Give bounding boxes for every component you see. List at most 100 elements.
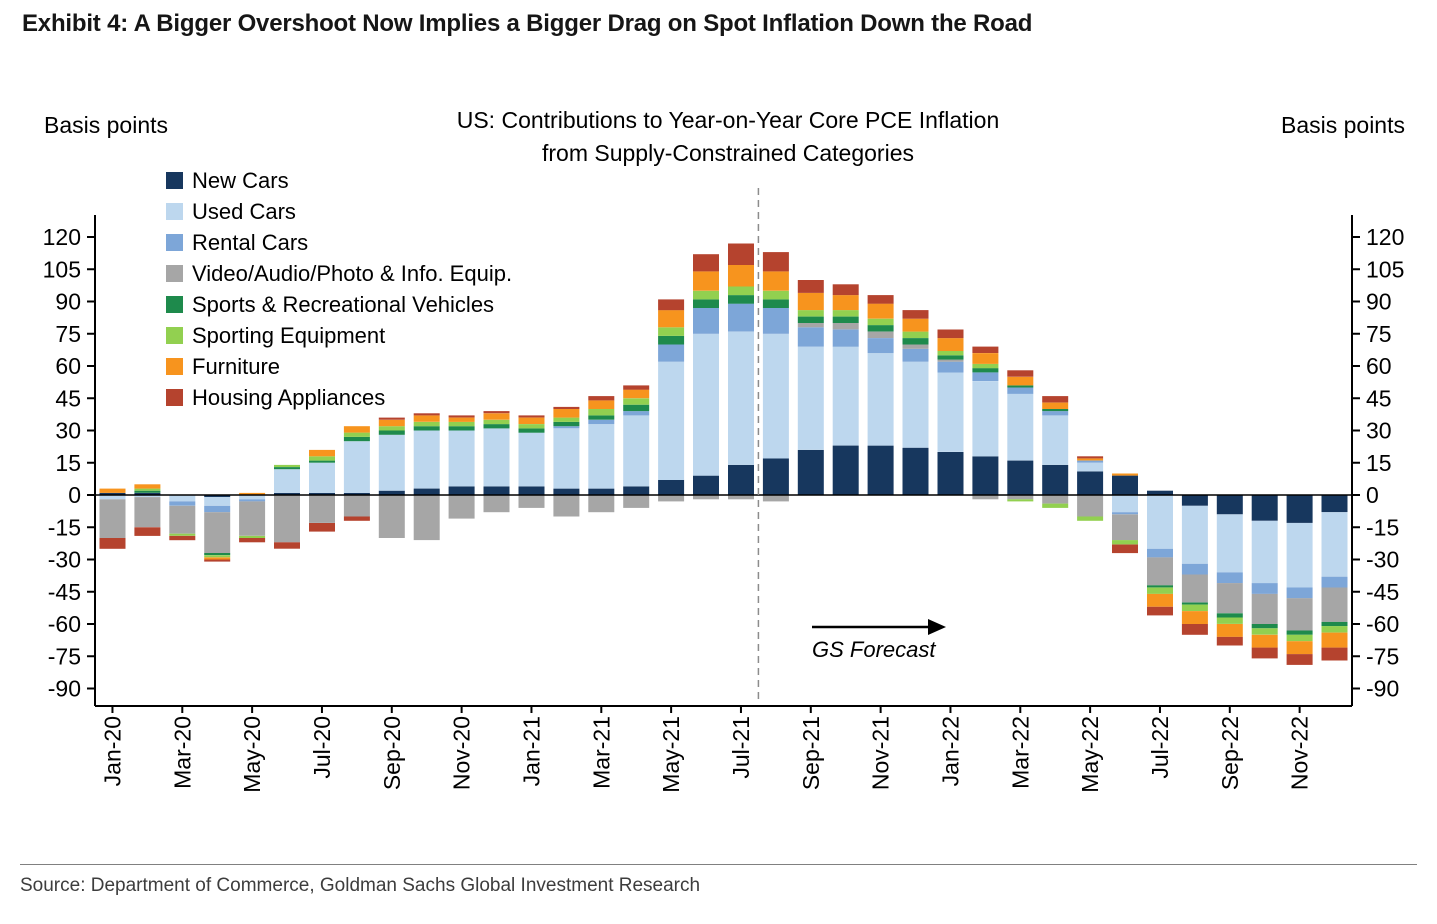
y-tick-label-right: -90: [1366, 676, 1399, 702]
bar-segment: [378, 426, 405, 431]
x-tick-label: Sep-21: [798, 716, 824, 790]
bar-segment: [134, 490, 161, 493]
bar-segment: [1147, 587, 1173, 594]
bar-segment: [728, 286, 754, 296]
x-tick-label: Jul-21: [728, 716, 754, 779]
y-tick-label-right: 15: [1366, 450, 1392, 476]
bar-segment: [134, 492, 161, 495]
bar-segment: [693, 308, 719, 334]
legend-item: Used Cars: [166, 196, 512, 227]
bar-segment: [169, 535, 196, 541]
bar-segment: [483, 411, 510, 414]
legend-swatch: [166, 389, 183, 406]
bar-segment: [902, 338, 929, 345]
bar-segment: [169, 533, 196, 536]
bar-segment: [1077, 495, 1104, 517]
y-tick-label-right: 75: [1366, 321, 1392, 347]
bar-segment: [518, 432, 545, 487]
y-tick-label-left: 15: [55, 450, 81, 476]
bar-segment: [1112, 514, 1138, 541]
bar-segment: [274, 469, 300, 493]
bar-segment: [518, 415, 545, 418]
bar-segment: [239, 501, 266, 536]
bar-segment: [518, 424, 545, 429]
bar-segment: [1251, 520, 1278, 584]
bar-segment: [239, 535, 266, 538]
bar-segment: [343, 492, 370, 495]
x-tick-label: Jul-22: [1147, 716, 1173, 779]
bar-segment: [448, 426, 475, 431]
bar-segment: [274, 542, 300, 549]
bar-segment: [1286, 641, 1313, 655]
bar-segment: [1216, 572, 1243, 584]
bar-segment: [413, 488, 440, 495]
bar-segment: [1286, 654, 1313, 665]
bar-segment: [1147, 495, 1173, 549]
bar-segment: [797, 327, 824, 347]
bar-segment: [728, 303, 754, 332]
bar-segment: [1216, 613, 1243, 618]
bar-segment: [1007, 460, 1034, 495]
bar-segment: [1147, 548, 1173, 558]
bar-segment: [658, 495, 685, 502]
bar-segment: [1007, 376, 1034, 386]
bar-segment: [658, 335, 685, 345]
bar-segment: [483, 495, 510, 513]
bar-segment: [623, 415, 650, 487]
bar-segment: [658, 327, 685, 336]
bar-segment: [762, 308, 789, 334]
bar-segment: [378, 434, 405, 491]
bar-segment: [343, 432, 370, 437]
bar-segment: [623, 398, 650, 405]
bar-segment: [413, 430, 440, 489]
x-tick-label: Sep-20: [379, 716, 405, 790]
bar-segment: [413, 413, 440, 416]
x-tick-label: Nov-21: [868, 716, 894, 790]
bar-segment: [1042, 396, 1069, 403]
y-tick-label-right: 90: [1366, 289, 1392, 315]
y-tick-label-right: -15: [1366, 514, 1399, 540]
bar-segment: [309, 495, 335, 523]
bar-segment: [518, 486, 545, 495]
bar-segment: [623, 404, 650, 412]
bar-segment: [1251, 628, 1278, 635]
bar-segment: [902, 348, 929, 362]
legend-item: Housing Appliances: [166, 382, 512, 413]
bar-segment: [309, 523, 335, 532]
bar-segment: [1321, 587, 1348, 622]
forecast-annotation: GS Forecast: [812, 637, 936, 662]
bar-segment: [134, 495, 161, 498]
legend-item: Sporting Equipment: [166, 320, 512, 351]
bar-segment: [832, 310, 859, 317]
y-tick-label-right: 0: [1366, 482, 1379, 508]
bar-segment: [762, 252, 789, 272]
bar-segment: [274, 495, 300, 543]
bar-segment: [832, 445, 859, 495]
legend-swatch: [166, 296, 183, 313]
legend-swatch: [166, 265, 183, 282]
bar-segment: [762, 495, 789, 502]
bar-segment: [448, 495, 475, 519]
bar-segment: [1007, 495, 1034, 500]
bar-segment: [588, 400, 615, 409]
bar-segment: [1042, 503, 1069, 508]
bar-segment: [728, 295, 754, 304]
x-tick-label: Jul-20: [309, 716, 335, 779]
y-tick-label-left: -30: [48, 547, 81, 573]
bar-segment: [518, 417, 545, 424]
bar-segment: [134, 527, 161, 536]
bar-segment: [1286, 634, 1313, 642]
x-tick-label: Mar-20: [169, 716, 195, 789]
bar-segment: [378, 495, 405, 538]
bar-segment: [99, 495, 126, 500]
bar-segment: [413, 415, 440, 422]
bar-segment: [1112, 473, 1138, 476]
bar-segment: [1181, 602, 1208, 605]
bar-segment: [867, 325, 894, 332]
bar-segment: [797, 323, 824, 328]
bar-segment: [1112, 544, 1138, 554]
bar-segment: [937, 351, 964, 356]
bar-segment: [1251, 495, 1278, 521]
bar-segment: [553, 406, 580, 409]
bar-segment: [1007, 499, 1034, 502]
